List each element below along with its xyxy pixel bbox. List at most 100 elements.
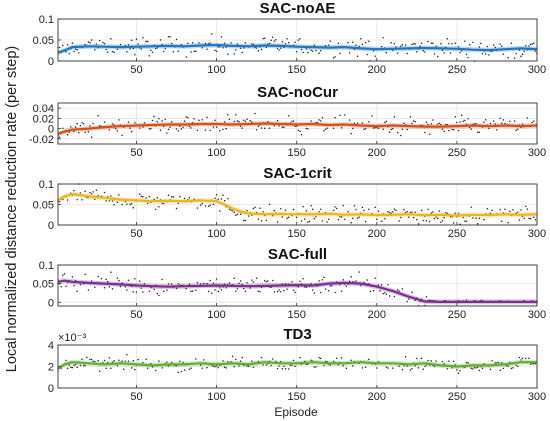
scatter-point: [84, 43, 86, 46]
scatter-point: [334, 116, 336, 119]
scatter-point: [195, 50, 197, 52]
y-tick-label: 0.1: [39, 179, 54, 191]
scatter-point: [324, 128, 327, 130]
scatter-point: [425, 296, 428, 298]
scatter-point: [127, 360, 130, 362]
scatter-point: [456, 121, 458, 124]
scatter-point: [488, 127, 490, 130]
scatter-point: [534, 219, 537, 221]
scatter-point: [459, 369, 461, 372]
scatter-point: [334, 56, 336, 58]
scatter-point: [138, 193, 141, 195]
scatter-point: [206, 116, 208, 119]
scatter-point: [212, 126, 215, 128]
scatter-point: [113, 359, 115, 362]
scatter-point: [350, 359, 352, 361]
scatter-point: [73, 284, 75, 287]
scatter-point: [130, 203, 133, 205]
x-tick-label: 200: [368, 64, 386, 76]
scatter-point: [201, 119, 203, 121]
scatter-point: [138, 127, 141, 129]
scatter-point: [113, 51, 115, 53]
scatter-point: [281, 216, 284, 218]
scatter-point: [441, 220, 444, 222]
panel-title: SAC-noCur: [257, 84, 338, 101]
scatter-point: [427, 359, 429, 362]
scatter-point: [74, 126, 77, 128]
scatter-point: [153, 198, 155, 201]
scatter-point: [183, 369, 186, 371]
scatter-point: [441, 128, 444, 130]
scatter-point: [289, 364, 292, 366]
scatter-point: [478, 217, 481, 219]
scatter-point: [307, 51, 309, 54]
scatter-point: [401, 288, 404, 290]
scatter-point: [166, 132, 168, 134]
scatter-point: [58, 136, 61, 139]
scatter-point: [204, 129, 207, 131]
scatter-point: [363, 128, 365, 130]
scatter-point: [468, 126, 471, 129]
scatter-point: [454, 115, 457, 118]
scatter-point: [424, 51, 426, 53]
scatter-point: [79, 283, 82, 286]
scatter-point: [142, 37, 144, 39]
scatter-point: [483, 121, 485, 123]
scatter-point: [452, 128, 455, 131]
scatter-point: [217, 198, 219, 201]
scatter-point: [318, 211, 320, 213]
scatter-point: [372, 50, 375, 52]
scatter-point: [326, 221, 328, 223]
scatter-point: [175, 207, 178, 210]
scatter-point: [271, 279, 274, 282]
scatter-point: [310, 283, 312, 285]
scatter-point: [305, 363, 308, 365]
scatter-point: [416, 357, 418, 360]
scatter-point: [339, 215, 341, 218]
scatter-point: [323, 364, 325, 367]
scatter-point: [523, 217, 525, 220]
scatter-point: [124, 360, 127, 363]
scatter-point: [92, 191, 94, 193]
scatter-point: [460, 114, 463, 117]
scatter-point: [206, 282, 208, 285]
scatter-point: [90, 136, 93, 138]
scatter-point: [268, 127, 271, 129]
scatter-point: [436, 217, 439, 219]
scatter-point: [230, 209, 232, 211]
scatter-point: [66, 199, 69, 201]
scatter-point: [58, 46, 61, 49]
scatter-point: [193, 117, 195, 120]
scatter-point: [350, 222, 352, 224]
scatter-point: [319, 208, 322, 211]
scatter-point: [111, 288, 114, 290]
scatter-point: [518, 356, 521, 359]
scatter-point: [501, 122, 503, 125]
scatter-point: [105, 48, 107, 51]
scatter-point: [408, 298, 410, 300]
scatter-point: [222, 360, 224, 362]
scatter-point: [129, 47, 131, 50]
scatter-point: [102, 361, 104, 364]
scatter-point: [243, 119, 245, 122]
scatter-point: [348, 52, 351, 54]
scatter-point: [499, 369, 501, 371]
scatter-point: [401, 128, 404, 130]
scatter-point: [222, 128, 224, 131]
scatter-point: [161, 120, 163, 122]
scatter-point: [449, 52, 452, 54]
scatter-point: [193, 50, 195, 53]
scatter-point: [257, 125, 260, 128]
scatter-point: [337, 42, 340, 44]
scatter-point: [60, 286, 62, 288]
scatter-point: [475, 217, 477, 219]
scatter-point: [148, 54, 151, 57]
scatter-point: [74, 48, 77, 50]
scatter-point: [167, 194, 170, 197]
scatter-point: [273, 291, 276, 293]
scatter-point: [220, 36, 223, 38]
scatter-point: [201, 46, 203, 49]
x-axis-label: Episode: [274, 405, 318, 419]
scatter-point: [273, 124, 276, 127]
scatter-point: [243, 287, 245, 290]
